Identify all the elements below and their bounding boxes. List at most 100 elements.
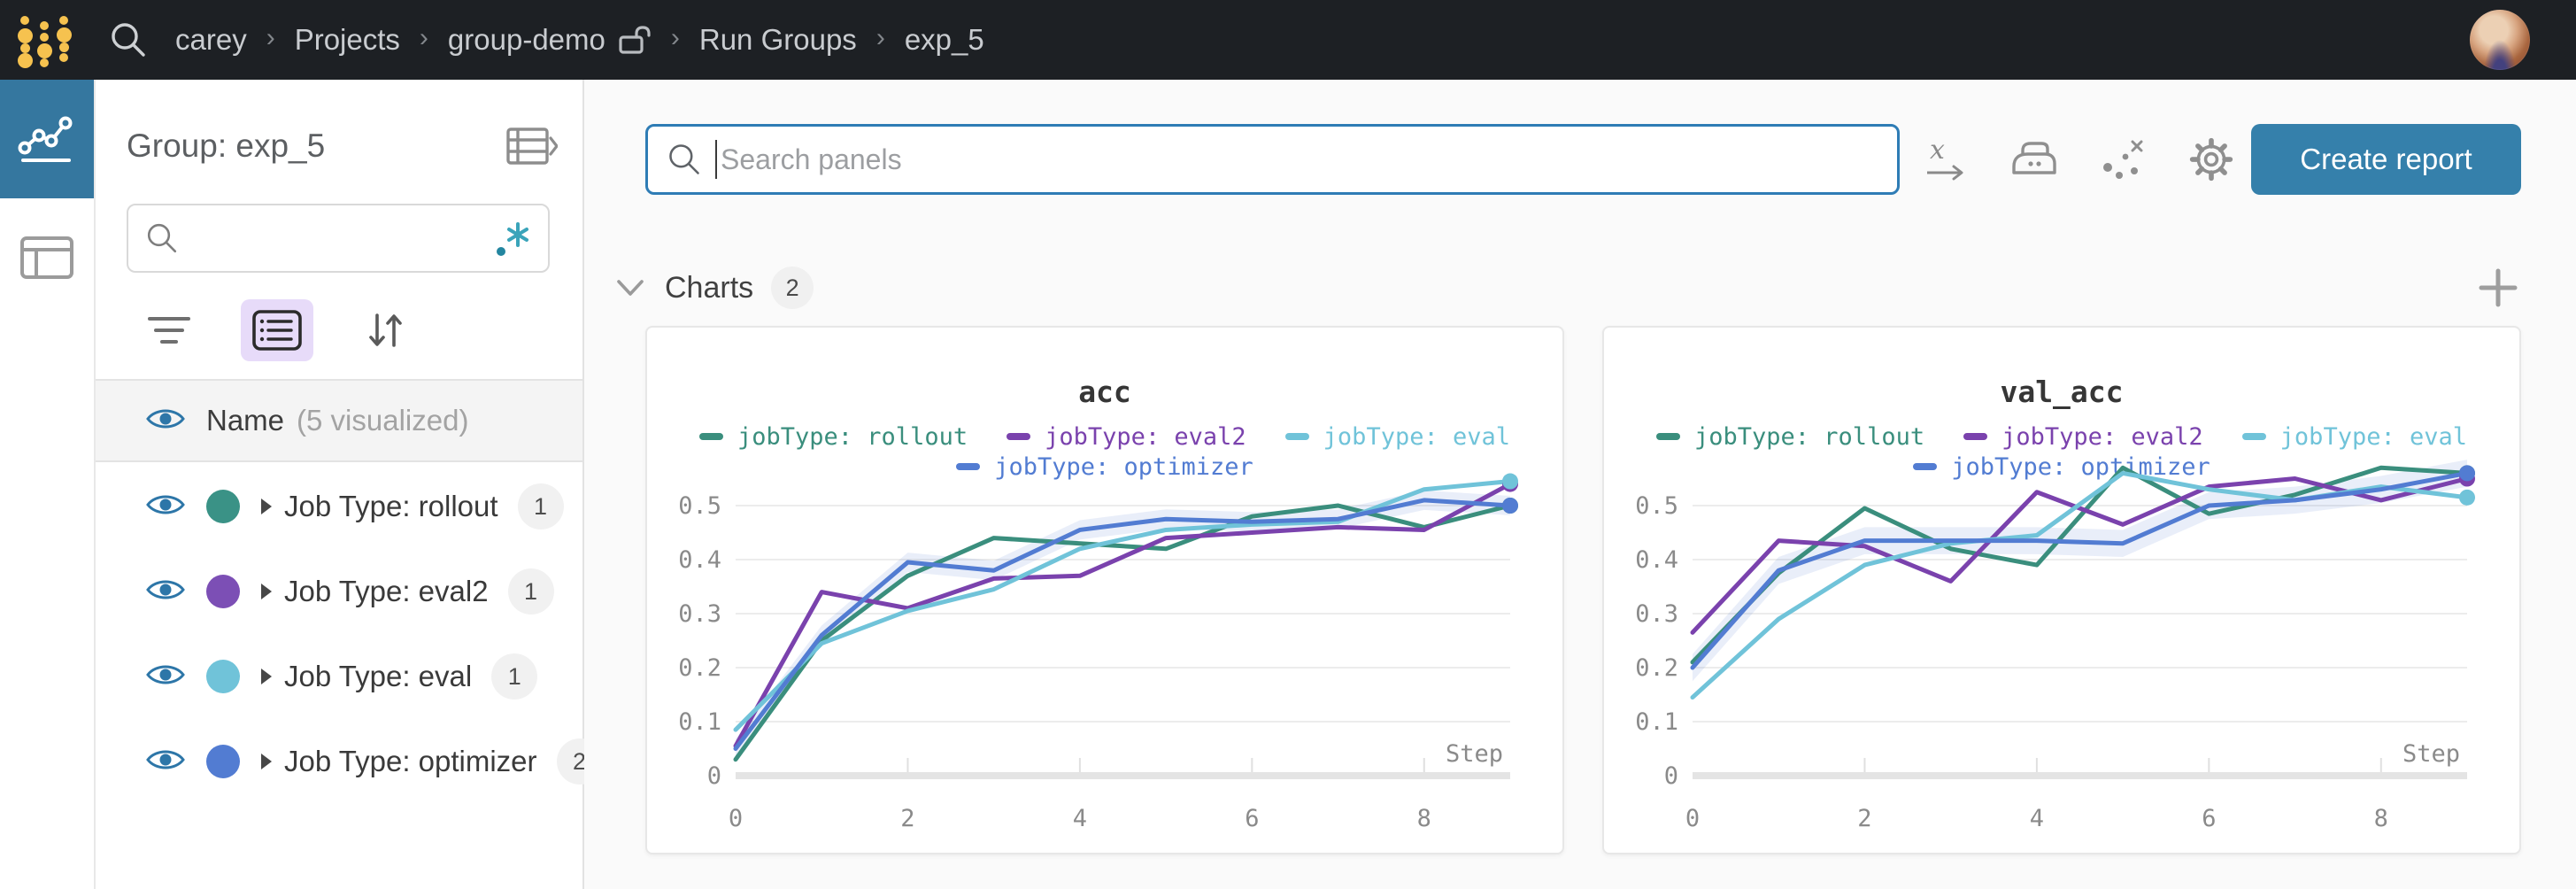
svg-text:0: 0 [1685, 805, 1700, 832]
expand-caret-icon[interactable] [259, 582, 274, 601]
legend-item[interactable]: jobType: eval [2241, 422, 2467, 451]
breadcrumb-label: Run Groups [698, 23, 857, 56]
open-runs-table-button[interactable] [506, 126, 558, 166]
sidebar-search-box [127, 204, 550, 273]
legend-swatch [2241, 433, 2266, 440]
expand-caret-icon[interactable] [259, 667, 274, 686]
breadcrumb-item-Projects[interactable]: Projects [295, 23, 400, 57]
workspace-main: x [584, 80, 2576, 889]
svg-text:8: 8 [2374, 805, 2388, 832]
add-panel-button[interactable] [2475, 265, 2521, 311]
top-navbar: carey › Projects › group-demo › Run Groups › exp… [0, 0, 2576, 80]
sort-runs-button[interactable] [349, 299, 421, 361]
chart-title: acc [1078, 375, 1131, 409]
chart-title: val_acc [2000, 375, 2124, 409]
legend-item[interactable]: jobType: rollout [699, 423, 968, 451]
legend-label: jobType: eval2 [1045, 422, 1246, 451]
svg-text:0.3: 0.3 [678, 600, 721, 628]
eye-visibility-icon[interactable] [146, 746, 185, 777]
run-color-dot[interactable] [206, 745, 240, 778]
regex-toggle-icon[interactable] [493, 219, 532, 258]
breadcrumb-item-Run Groups[interactable]: Run Groups [699, 23, 857, 57]
legend-swatch [1656, 433, 1680, 440]
eye-visibility-icon[interactable] [146, 491, 185, 522]
filter-runs-button[interactable] [133, 299, 205, 361]
legend-swatch [1284, 433, 1309, 440]
runs-header-label: Name [206, 404, 285, 437]
breadcrumb-label: carey [175, 23, 247, 56]
breadcrumb-label: Projects [294, 23, 400, 56]
expand-caret-icon[interactable] [259, 752, 274, 771]
runs-list-header[interactable]: Name (5 visualized) [96, 379, 582, 462]
line-chart-icon [18, 116, 73, 162]
chart-panel-acc[interactable]: acc jobType: rollout jobType: eval2 jobType… [645, 326, 1564, 854]
svg-text:0.4: 0.4 [1635, 546, 1678, 574]
legend-item[interactable]: jobType: optimizer [1913, 453, 2210, 481]
smoothing-button[interactable] [2009, 135, 2059, 184]
breadcrumb-item-carey[interactable]: carey [175, 23, 247, 57]
chart-plot-area[interactable]: 0 0.1 0.2 0.3 0.4 0.5 0 2 4 6 8 Step [1604, 457, 2519, 853]
svg-text:0.2: 0.2 [678, 654, 721, 682]
chart-plot-area[interactable]: 0 0.1 0.2 0.3 0.4 0.5 0 2 4 6 8 Step [647, 457, 1562, 853]
filter-icon [148, 317, 190, 344]
svg-text:x: x [1930, 135, 1945, 166]
run-group-label: Job Type: rollout [284, 490, 498, 522]
run-color-dot[interactable] [206, 660, 240, 693]
breadcrumb-item-exp_5[interactable]: exp_5 [905, 23, 984, 57]
create-report-button[interactable]: Create report [2251, 124, 2521, 195]
runs-sidebar: Group: exp_5 [96, 80, 603, 889]
run-color-dot[interactable] [206, 490, 240, 523]
global-search-icon[interactable] [97, 0, 159, 80]
run-group-row[interactable]: Job Type: rollout 1 [96, 464, 582, 549]
legend-label: jobType: rollout [1694, 422, 1925, 451]
run-count-badge: 1 [491, 653, 538, 700]
x-axis-settings-button[interactable]: x [1921, 135, 1971, 184]
legend-item[interactable]: jobType: optimizer [956, 453, 1253, 481]
charts-section-title: Charts [665, 270, 754, 305]
legend-item[interactable]: jobType: eval [1284, 422, 1510, 451]
sidebar-search-input[interactable] [180, 223, 493, 253]
rail-tab-workspace[interactable] [0, 80, 94, 198]
eye-visibility-icon[interactable] [146, 406, 185, 437]
legend-label: jobType: eval [1323, 422, 1510, 451]
legend-label: jobType: eval2 [2001, 422, 2203, 451]
legend-label: jobType: optimizer [994, 452, 1253, 481]
rail-tab-runs-table[interactable] [0, 198, 94, 317]
svg-text:4: 4 [2030, 805, 2044, 832]
plus-icon [2479, 268, 2518, 307]
legend-label: jobType: eval [2279, 422, 2467, 451]
chart-legend: jobType: rollout jobType: eval2 jobType: e… [647, 421, 1562, 482]
user-avatar[interactable] [2470, 10, 2530, 70]
chart-panels: acc jobType: rollout jobType: eval2 jobType… [645, 326, 2521, 854]
svg-text:0.3: 0.3 [1635, 600, 1678, 628]
chart-panel-val_acc[interactable]: val_acc jobType: rollout jobType: eval2 job… [1602, 326, 2521, 854]
run-group-row[interactable]: Job Type: eval 1 [96, 634, 582, 719]
svg-text:2: 2 [1857, 805, 1871, 832]
wandb-logo[interactable] [0, 0, 97, 80]
x-axis-icon: x [1927, 135, 1963, 181]
expand-caret-icon[interactable] [259, 497, 274, 516]
legend-item[interactable]: jobType: eval2 [1963, 423, 2203, 451]
series-line [1690, 470, 2470, 700]
search-icon [147, 223, 177, 253]
remove-outliers-button[interactable] [2098, 135, 2148, 184]
legend-item[interactable]: jobType: eval2 [1006, 423, 1246, 451]
legend-swatch [1913, 463, 1938, 470]
display-options-button[interactable] [241, 299, 313, 361]
charts-section-collapse[interactable] [615, 278, 645, 298]
panel-search-input[interactable] [721, 143, 1879, 176]
workspace-settings-button[interactable] [2187, 135, 2236, 184]
run-group-row[interactable]: Job Type: optimizer 2 [96, 719, 603, 804]
run-color-dot[interactable] [206, 575, 240, 608]
unlock-icon [618, 24, 652, 56]
svg-text:0: 0 [1664, 762, 1678, 790]
run-group-row[interactable]: Job Type: eval2 1 [96, 549, 582, 634]
breadcrumb-item-group-demo[interactable]: group-demo [448, 23, 652, 57]
eye-visibility-icon[interactable] [146, 576, 185, 607]
legend-swatch [699, 433, 723, 440]
legend-item[interactable]: jobType: rollout [1656, 423, 1924, 451]
svg-text:6: 6 [1245, 805, 1259, 832]
eye-visibility-icon[interactable] [146, 661, 185, 692]
x-axis-label: Step [2402, 740, 2460, 768]
